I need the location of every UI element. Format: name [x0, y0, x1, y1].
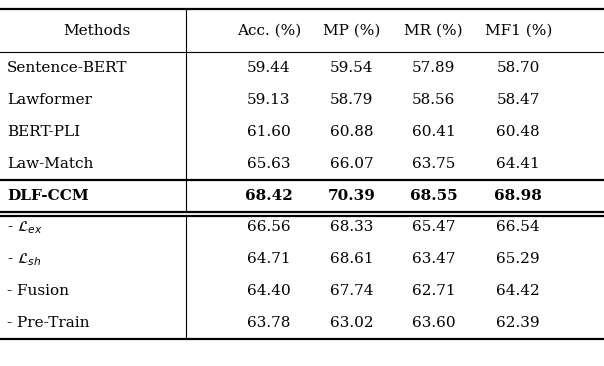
Text: 58.47: 58.47: [496, 93, 540, 107]
Text: 62.71: 62.71: [412, 284, 455, 298]
Text: 68.98: 68.98: [494, 188, 542, 203]
Text: Acc. (%): Acc. (%): [237, 24, 301, 38]
Text: 58.79: 58.79: [330, 93, 373, 107]
Text: 64.41: 64.41: [496, 157, 540, 171]
Text: 58.56: 58.56: [412, 93, 455, 107]
Text: 60.48: 60.48: [496, 125, 540, 139]
Text: 66.07: 66.07: [330, 157, 373, 171]
Text: 68.55: 68.55: [410, 188, 457, 203]
Text: 58.70: 58.70: [496, 61, 540, 75]
Text: 59.44: 59.44: [247, 61, 291, 75]
Text: - Pre-Train: - Pre-Train: [7, 316, 90, 330]
Text: Methods: Methods: [63, 24, 130, 38]
Text: MF1 (%): MF1 (%): [484, 24, 552, 38]
Text: 63.78: 63.78: [247, 316, 291, 330]
Text: 60.41: 60.41: [412, 125, 455, 139]
Text: MR (%): MR (%): [404, 24, 463, 38]
Text: BERT-PLI: BERT-PLI: [7, 125, 80, 139]
Text: 68.61: 68.61: [330, 252, 373, 266]
Text: 64.40: 64.40: [247, 284, 291, 298]
Text: 66.54: 66.54: [496, 220, 540, 235]
Text: Lawformer: Lawformer: [7, 93, 92, 107]
Text: Sentence-BERT: Sentence-BERT: [7, 61, 128, 75]
Text: 59.54: 59.54: [330, 61, 373, 75]
Text: 63.47: 63.47: [412, 252, 455, 266]
Text: 60.88: 60.88: [330, 125, 373, 139]
Text: 68.33: 68.33: [330, 220, 373, 235]
Text: 65.47: 65.47: [412, 220, 455, 235]
Text: 62.39: 62.39: [496, 316, 540, 330]
Text: MP (%): MP (%): [323, 24, 380, 38]
Text: - $\mathcal{L}_{sh}$: - $\mathcal{L}_{sh}$: [7, 251, 42, 268]
Text: 59.13: 59.13: [247, 93, 291, 107]
Text: 66.56: 66.56: [247, 220, 291, 235]
Text: 63.02: 63.02: [330, 316, 373, 330]
Text: Law-Match: Law-Match: [7, 157, 94, 171]
Text: 68.42: 68.42: [245, 188, 293, 203]
Text: 67.74: 67.74: [330, 284, 373, 298]
Text: 61.60: 61.60: [247, 125, 291, 139]
Text: - $\mathcal{L}_{ex}$: - $\mathcal{L}_{ex}$: [7, 219, 43, 236]
Text: 57.89: 57.89: [412, 61, 455, 75]
Text: 63.60: 63.60: [412, 316, 455, 330]
Text: - Fusion: - Fusion: [7, 284, 69, 298]
Text: DLF-CCM: DLF-CCM: [7, 188, 89, 203]
Text: 70.39: 70.39: [327, 188, 376, 203]
Text: 65.29: 65.29: [496, 252, 540, 266]
Text: 65.63: 65.63: [247, 157, 291, 171]
Text: 63.75: 63.75: [412, 157, 455, 171]
Text: 64.42: 64.42: [496, 284, 540, 298]
Text: 64.71: 64.71: [247, 252, 291, 266]
